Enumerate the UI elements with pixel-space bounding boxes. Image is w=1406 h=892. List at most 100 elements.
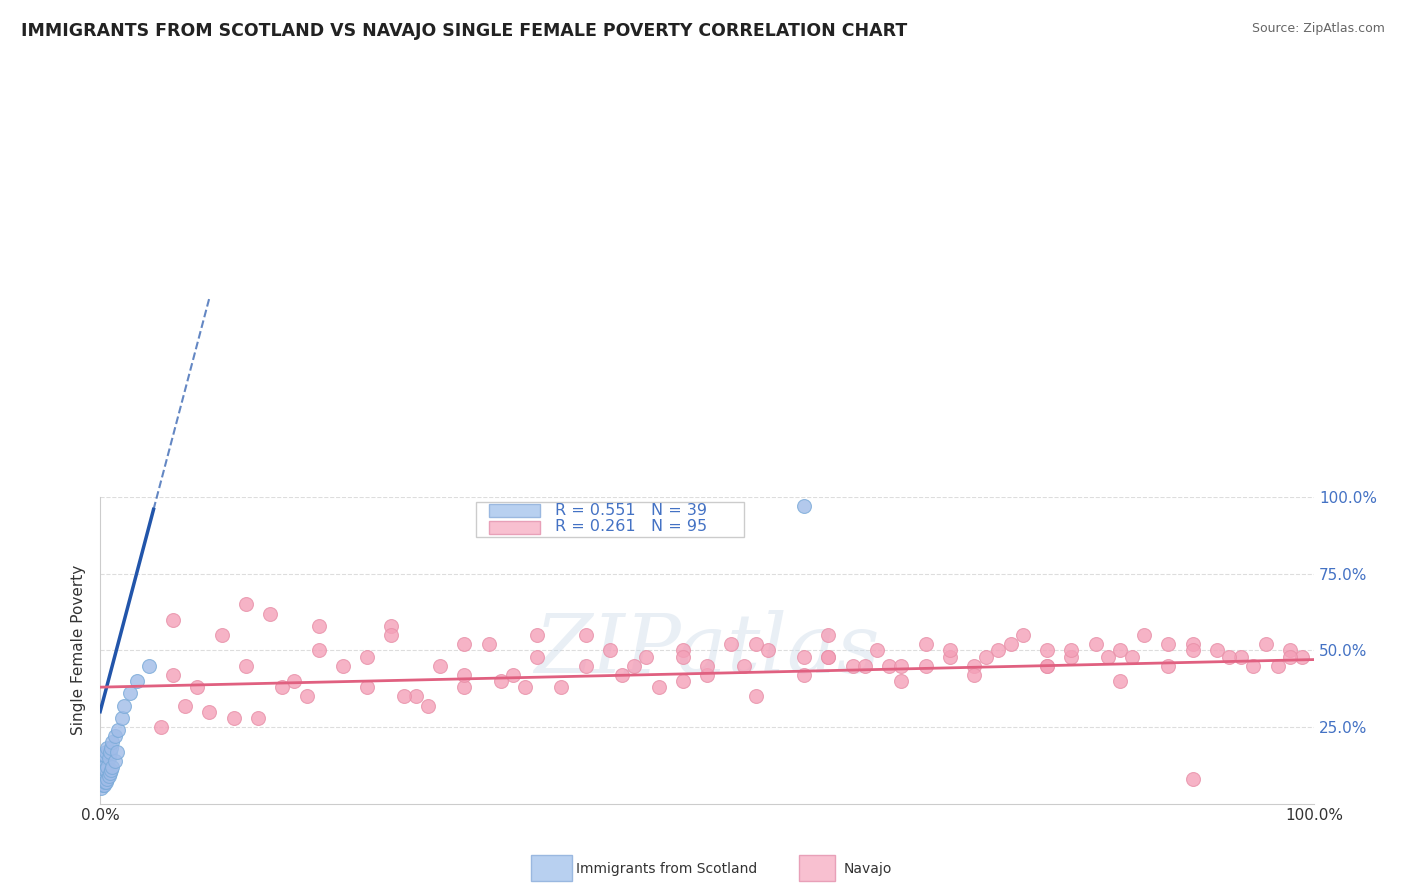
Point — [914, 658, 936, 673]
Point — [356, 680, 378, 694]
Point — [890, 658, 912, 673]
Point — [733, 658, 755, 673]
Point — [817, 649, 839, 664]
Point — [271, 680, 294, 694]
Point — [416, 698, 439, 713]
Point — [94, 747, 117, 762]
Point — [672, 643, 695, 657]
Point — [405, 690, 427, 704]
Text: Source: ZipAtlas.com: Source: ZipAtlas.com — [1251, 22, 1385, 36]
Point — [793, 500, 815, 514]
Point — [1206, 643, 1229, 657]
Point — [489, 673, 512, 688]
Text: IMMIGRANTS FROM SCOTLAND VS NAVAJO SINGLE FEMALE POVERTY CORRELATION CHART: IMMIGRANTS FROM SCOTLAND VS NAVAJO SINGL… — [21, 22, 907, 40]
Point — [1291, 649, 1313, 664]
Point — [866, 643, 889, 657]
Point — [259, 607, 281, 621]
Point — [107, 723, 129, 737]
Text: R = 0.261   N = 95: R = 0.261 N = 95 — [555, 519, 707, 534]
Point — [1060, 649, 1083, 664]
Point — [963, 658, 986, 673]
Point — [91, 760, 114, 774]
Point — [105, 745, 128, 759]
Point — [91, 750, 114, 764]
Point — [174, 698, 197, 713]
Point — [842, 658, 865, 673]
Point — [1278, 643, 1301, 657]
Point — [96, 772, 118, 786]
Point — [744, 637, 766, 651]
Point — [575, 628, 598, 642]
Point — [853, 658, 876, 673]
Point — [526, 649, 548, 664]
Point — [101, 760, 124, 774]
Point — [138, 658, 160, 673]
Point — [283, 673, 305, 688]
Point — [1267, 658, 1289, 673]
Point — [623, 658, 645, 673]
Point — [111, 711, 134, 725]
Point — [96, 741, 118, 756]
Point — [100, 741, 122, 756]
Point — [939, 649, 962, 664]
Point — [1181, 643, 1204, 657]
FancyBboxPatch shape — [477, 501, 744, 537]
Point — [96, 775, 118, 789]
Point — [453, 637, 475, 651]
Point — [817, 628, 839, 642]
Point — [94, 763, 117, 777]
Point — [308, 643, 330, 657]
Point — [1084, 637, 1107, 651]
Point — [526, 628, 548, 642]
Point — [1036, 643, 1059, 657]
Point — [429, 658, 451, 673]
Point — [308, 619, 330, 633]
Point — [104, 754, 127, 768]
Point — [550, 680, 572, 694]
Point — [1060, 643, 1083, 657]
Point — [235, 658, 257, 673]
Y-axis label: Single Female Poverty: Single Female Poverty — [72, 566, 86, 736]
Point — [356, 649, 378, 664]
Point — [104, 729, 127, 743]
Point — [1097, 649, 1119, 664]
Point — [513, 680, 536, 694]
Point — [91, 778, 114, 792]
Point — [478, 637, 501, 651]
Point — [1000, 637, 1022, 651]
Point — [890, 673, 912, 688]
Point — [162, 668, 184, 682]
Point — [90, 781, 112, 796]
Point — [756, 643, 779, 657]
Point — [599, 643, 621, 657]
Point — [380, 619, 402, 633]
Point — [914, 637, 936, 651]
Point — [186, 680, 208, 694]
Point — [1241, 658, 1264, 673]
Point — [1036, 658, 1059, 673]
FancyBboxPatch shape — [489, 521, 540, 533]
Point — [877, 658, 900, 673]
Point — [453, 680, 475, 694]
Point — [93, 778, 115, 792]
Point — [1121, 649, 1143, 664]
Point — [211, 628, 233, 642]
Point — [222, 711, 245, 725]
Point — [1181, 637, 1204, 651]
Point — [392, 690, 415, 704]
Point — [90, 763, 112, 777]
Point — [976, 649, 998, 664]
Point — [939, 643, 962, 657]
Point — [963, 668, 986, 682]
Point — [96, 745, 118, 759]
Text: ZIPatlas: ZIPatlas — [534, 610, 880, 690]
Point — [453, 668, 475, 682]
Point — [93, 760, 115, 774]
Text: Navajo: Navajo — [844, 862, 891, 876]
Point — [98, 745, 121, 759]
Point — [1181, 772, 1204, 786]
Point — [987, 643, 1010, 657]
Point — [1230, 649, 1253, 664]
Point — [162, 613, 184, 627]
Point — [1254, 637, 1277, 651]
